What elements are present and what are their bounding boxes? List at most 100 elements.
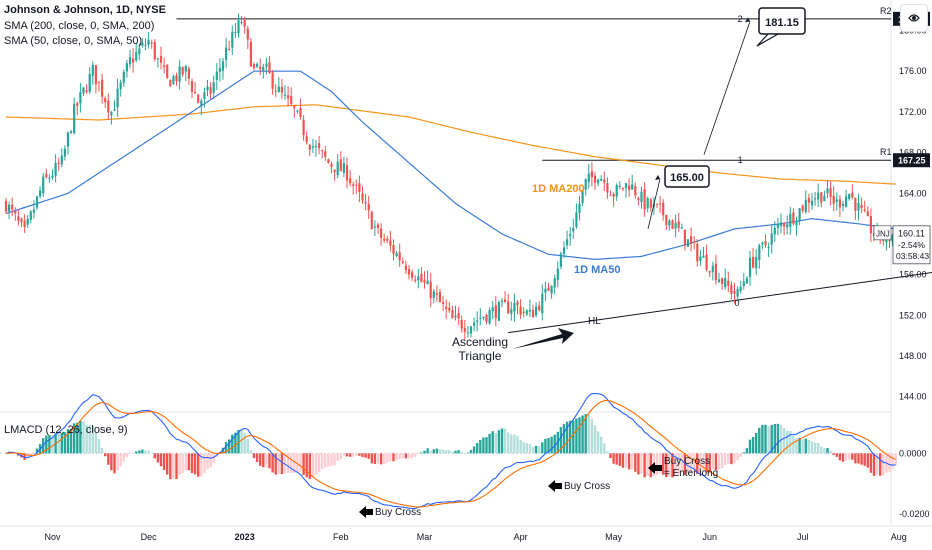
macd-histogram-bar xyxy=(445,450,448,454)
candle-body xyxy=(14,211,17,214)
candle-body xyxy=(386,238,389,241)
candle-body xyxy=(711,265,714,272)
candle-body xyxy=(882,239,885,241)
price-tick-label: 144.00 xyxy=(899,392,927,402)
candle-body xyxy=(141,43,144,46)
ma50-annotation: 1D MA50 xyxy=(574,264,620,276)
candle-body xyxy=(770,233,773,245)
macd-histogram-bar xyxy=(671,453,674,478)
macd-histogram-bar xyxy=(383,453,386,464)
macd-histogram-bar xyxy=(29,453,32,456)
sma200-legend[interactable]: SMA (200, close, 0, SMA, 200) xyxy=(4,20,155,32)
candle-body xyxy=(159,55,163,63)
candle-body xyxy=(20,218,23,223)
macd-histogram-bar xyxy=(488,433,491,454)
candle-body xyxy=(593,175,597,183)
macd-legend[interactable]: LMACD (12, 26, close, 9) xyxy=(4,424,128,436)
macd-histogram-bar xyxy=(187,453,191,471)
macd-histogram-bar xyxy=(150,452,153,454)
macd-histogram-bar xyxy=(479,439,482,454)
macd-histogram-bar xyxy=(820,446,823,454)
macd-histogram-bar xyxy=(302,453,305,476)
hide-icon[interactable] xyxy=(900,4,928,32)
candle-body xyxy=(42,176,45,194)
candle-body xyxy=(91,64,94,76)
candle-body xyxy=(4,200,8,212)
candle-body xyxy=(544,288,547,293)
candle-body xyxy=(739,286,742,292)
macd-histogram-bar xyxy=(48,435,51,454)
candle-body xyxy=(494,305,497,319)
candle-body xyxy=(606,183,609,193)
price-axis[interactable]: 180.00176.00172.00168.00164.00160.00156.… xyxy=(873,11,931,519)
macd-histogram-bar xyxy=(57,433,60,454)
candle-body xyxy=(311,146,314,148)
macd-histogram-bar xyxy=(792,435,795,454)
price-badge xyxy=(893,153,930,168)
candle-body xyxy=(693,241,696,244)
macd-histogram-bar xyxy=(159,453,163,467)
macd-histogram-bar xyxy=(491,431,494,454)
candle-body xyxy=(420,274,423,282)
candle-body xyxy=(234,31,237,33)
candle-body xyxy=(209,87,212,95)
candle-body xyxy=(178,66,181,82)
candle-body xyxy=(352,184,355,186)
candle-body xyxy=(457,312,460,319)
candle-body xyxy=(705,254,708,270)
sma50-legend[interactable]: SMA (50, close, 0, SMA, 50) xyxy=(4,35,143,47)
macd-histogram-bar xyxy=(891,453,894,469)
macd-histogram-bar xyxy=(668,453,671,477)
candle-body xyxy=(590,171,593,178)
candle-body xyxy=(132,58,135,63)
candle-body xyxy=(748,257,752,277)
candle-body xyxy=(541,293,544,314)
candle-body xyxy=(469,326,473,334)
macd-histogram-bar xyxy=(299,453,302,472)
trendlines[interactable] xyxy=(508,248,932,334)
macd-histogram-bar xyxy=(324,453,327,468)
time-tick-label: Feb xyxy=(333,532,349,542)
candle-body xyxy=(736,288,739,297)
macd-histogram-bar xyxy=(770,424,773,454)
fib-label: 0 xyxy=(735,298,740,308)
macd-histogram-bar xyxy=(364,453,367,458)
macd-histogram-bar xyxy=(463,452,466,454)
time-axis[interactable]: OctNovDec2023FebMarAprMayJunJulAugSepOct… xyxy=(0,532,932,542)
symbol-title[interactable]: Johnson & Johnson, 1D, NYSE xyxy=(4,4,166,16)
macd-histogram-bar xyxy=(813,442,817,454)
macd-histogram-bar xyxy=(541,442,544,454)
candle-body xyxy=(761,242,764,245)
macd-histogram-bar xyxy=(866,453,869,468)
macd-histogram-bar xyxy=(79,421,82,454)
candle-body xyxy=(225,47,228,60)
macd-histogram-bar xyxy=(454,450,457,454)
candle-body xyxy=(163,65,166,68)
candle-body xyxy=(380,228,383,239)
candle-body xyxy=(370,212,373,230)
macd-histogram-bar xyxy=(286,453,290,474)
candle-body xyxy=(646,198,649,209)
candle-body xyxy=(197,94,200,104)
macd-histogram-bar xyxy=(773,423,776,454)
candle-body xyxy=(32,209,35,213)
macd-histogram-bar xyxy=(352,453,355,457)
macd-histogram-bar xyxy=(696,453,699,475)
candle-body xyxy=(848,193,851,199)
candle-body xyxy=(228,49,231,51)
macd-histogram-bar xyxy=(296,453,299,473)
candle-body xyxy=(342,163,345,173)
buy-cross-label: Buy Cross xyxy=(664,456,710,467)
macd-histogram-bar xyxy=(693,453,696,472)
horizontal-levels[interactable]: R2 2 R1 1 0 xyxy=(176,6,892,308)
candle-body xyxy=(243,20,246,27)
triangle-label: Ascending xyxy=(452,335,508,349)
macd-histogram-bar xyxy=(745,448,749,454)
signal-line xyxy=(5,399,896,508)
candle-body xyxy=(262,67,265,72)
macd-histogram-bar xyxy=(345,453,349,457)
macd-histogram-bar xyxy=(848,453,851,460)
candle-body xyxy=(783,223,786,227)
